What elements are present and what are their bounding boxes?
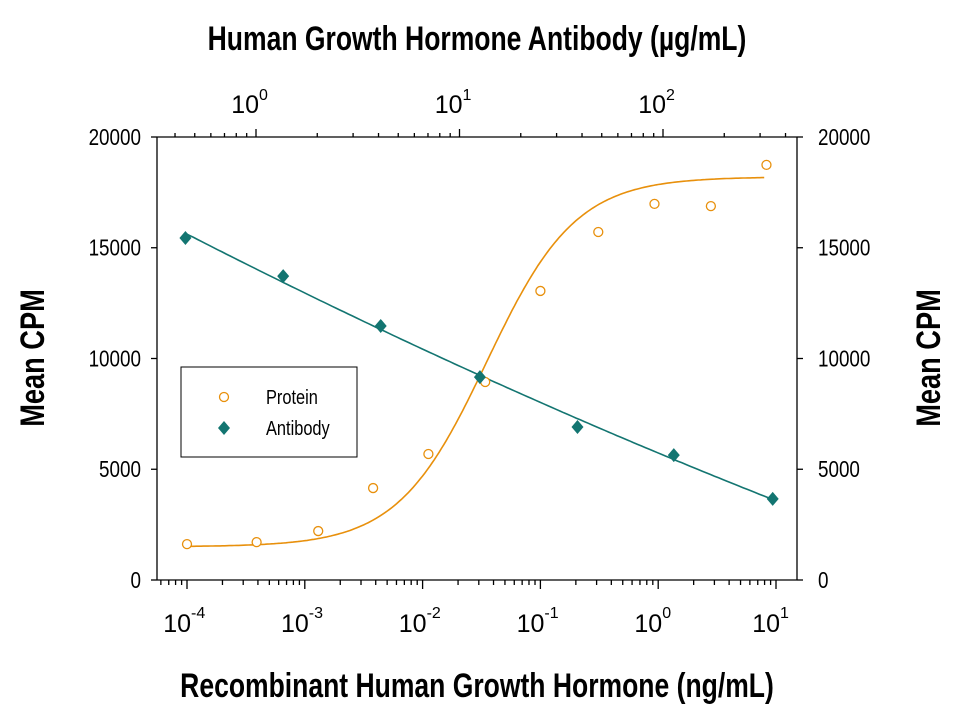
top-tick-label: 10 [231, 91, 259, 119]
bottom-tick-exponent: 1 [780, 605, 789, 622]
legend-protein-marker [218, 391, 230, 403]
right-y-tick-label: 0 [818, 568, 828, 593]
legend-antibody-marker [218, 421, 230, 435]
legend-protein-label: Protein [266, 385, 318, 408]
protein-data-point [181, 538, 193, 550]
antibody-data-point [766, 491, 779, 506]
antibody-data-point [667, 448, 680, 463]
legend: Protein Antibody [180, 366, 358, 458]
right-y-tick-label: 20000 [818, 125, 870, 150]
top-axis-title: Human Growth Hormone Antibody (µg/mL) [208, 20, 747, 58]
left-y-tick-label: 15000 [89, 236, 141, 261]
right-y-tick-label: 15000 [818, 236, 870, 261]
left-y-tick-label: 5000 [99, 458, 141, 483]
antibody-data-point [179, 231, 192, 246]
antibody-data-point [571, 419, 584, 434]
protein-data-point [649, 198, 660, 210]
bottom-tick-exponent: -2 [427, 605, 441, 622]
protein-data-point [535, 285, 546, 297]
left-y-tick-label: 20000 [89, 125, 141, 150]
protein-data-point [251, 536, 262, 548]
bottom-tick-label: 10 [634, 610, 662, 638]
antibody-data-point [473, 370, 486, 385]
bottom-tick-label: 10 [281, 610, 309, 638]
legend-box [180, 366, 358, 458]
protein-data-point [705, 200, 717, 212]
protein-data-point [593, 226, 604, 238]
left-y-axis-title: Mean CPM [13, 289, 52, 426]
bottom-tick-exponent: -1 [544, 605, 558, 622]
top-tick-label: 10 [638, 91, 666, 119]
bottom-tick-exponent: -4 [191, 605, 205, 622]
bottom-tick-exponent: 0 [662, 605, 671, 622]
protein-fit-curve [187, 176, 765, 548]
right-y-axis-title: Mean CPM [909, 289, 948, 426]
legend-antibody-label: Antibody [266, 416, 331, 439]
protein-data-point [313, 525, 324, 537]
top-tick-exponent: 0 [259, 87, 268, 104]
bottom-tick-label: 10 [163, 610, 191, 638]
antibody-data-point [374, 318, 387, 333]
top-tick-exponent: 2 [666, 87, 675, 104]
protein-data-point [367, 482, 379, 494]
bottom-tick-label: 10 [399, 610, 427, 638]
antibody-data-point [277, 269, 290, 284]
top-tick-exponent: 1 [463, 87, 472, 104]
right-y-tick-label: 10000 [818, 347, 870, 372]
bottom-axis-title: Recombinant Human Growth Hormone (ng/mL) [180, 667, 774, 705]
top-tick-label: 10 [435, 91, 463, 119]
left-y-tick-label: 10000 [89, 347, 141, 372]
left-y-tick-label: 0 [131, 568, 141, 593]
protein-data-point [423, 448, 434, 460]
right-y-tick-label: 5000 [818, 458, 860, 483]
bottom-tick-label: 10 [517, 610, 545, 638]
antibody-fit-curve [185, 232, 772, 500]
bottom-tick-label: 10 [752, 610, 780, 638]
bottom-tick-exponent: -3 [309, 605, 323, 622]
protein-data-point [761, 159, 772, 171]
